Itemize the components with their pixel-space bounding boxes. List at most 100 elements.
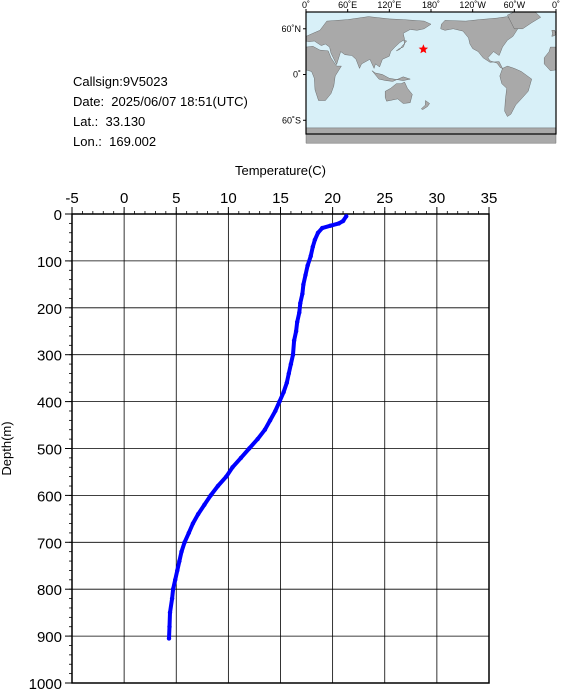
temperature-profile-line [167, 214, 349, 641]
data-point [273, 408, 278, 414]
data-point [255, 436, 260, 442]
map-lon-label: 0˚ [302, 0, 310, 10]
data-point [291, 338, 297, 343]
data-point [288, 361, 294, 367]
data-point [281, 390, 286, 395]
x-tick-label: 10 [220, 190, 237, 207]
data-point [186, 530, 191, 536]
data-point [208, 493, 213, 498]
data-point [295, 319, 300, 325]
y-tick-label: 900 [37, 629, 62, 646]
map-lat-label: 0˚ [293, 70, 301, 80]
y-tick-label: 100 [37, 254, 62, 271]
map-lon-label: 120˚W [459, 0, 486, 10]
x-axis-title: Temperature(C) [235, 163, 326, 178]
land-australia [385, 81, 413, 104]
data-point [215, 483, 221, 489]
y-tick-label: 400 [37, 395, 62, 412]
data-point [301, 282, 306, 287]
land-africa [305, 46, 342, 101]
data-point [336, 221, 342, 226]
data-point [308, 254, 313, 259]
data-point [202, 502, 207, 507]
x-tick-label: -5 [65, 190, 78, 207]
data-point [310, 244, 315, 249]
x-tick-label: 20 [324, 190, 341, 207]
land-north-america [440, 16, 519, 69]
y-tick-label: 500 [37, 442, 62, 459]
data-point [170, 587, 176, 592]
y-tick-label: 600 [37, 488, 62, 505]
x-tick-label: 25 [376, 190, 393, 207]
data-point [303, 272, 308, 278]
map-lat-label: 60˚S [282, 115, 301, 125]
date-text: Date: 2025/06/07 18:51(UTC) [73, 94, 248, 109]
data-point [166, 636, 172, 641]
y-tick-label: 800 [37, 582, 62, 599]
data-point [277, 399, 282, 404]
data-point [312, 237, 318, 242]
land-japan [396, 39, 408, 52]
station-marker-icon [418, 44, 429, 54]
station-info: Callsign:9V5023 Date: 2025/06/07 18:51(U… [73, 72, 248, 152]
data-point [247, 446, 252, 451]
data-point [340, 218, 346, 224]
data-point [173, 577, 178, 582]
data-point [182, 540, 187, 545]
data-point [284, 380, 289, 385]
longitude-text: Lon.: 169.002 [73, 134, 157, 149]
data-point [195, 512, 201, 517]
land-antarctica [305, 127, 557, 144]
x-tick-label: 15 [272, 190, 289, 207]
x-tick-label: 5 [172, 190, 180, 207]
data-point [179, 549, 184, 554]
land-indonesia [371, 70, 411, 82]
data-point [286, 371, 291, 376]
y-axis-title: Depth(m) [0, 421, 14, 475]
data-point [344, 214, 349, 219]
map-lon-label: 60˚E [338, 0, 357, 10]
data-point [315, 230, 321, 235]
land-eurasia [305, 16, 432, 69]
data-point [238, 455, 244, 461]
y-tick-label: 700 [37, 535, 62, 552]
x-tick-label: 35 [481, 190, 498, 207]
y-tick-label: 300 [37, 348, 62, 365]
y-tick-label: 1000 [29, 676, 62, 690]
data-point [224, 474, 229, 479]
x-tick-label: 0 [120, 190, 128, 207]
map-lon-label: 120˚E [377, 0, 401, 10]
data-point [167, 624, 172, 629]
data-point [297, 310, 302, 315]
data-point [267, 418, 273, 423]
land-greenland [507, 11, 542, 29]
land-nz [420, 100, 430, 110]
y-tick-label: 0 [54, 207, 62, 224]
data-point [230, 465, 235, 470]
data-point [293, 329, 299, 334]
data-point [298, 300, 303, 306]
data-point [300, 291, 305, 296]
world-map: 0˚ 60˚E 120˚E 180˚ 120˚W 60˚W 0˚ 60˚N 0˚ 60˚S [281, 0, 560, 144]
data-point [328, 223, 333, 228]
y-tick-label: 200 [37, 301, 62, 318]
data-point [305, 263, 310, 268]
callsign-text: Callsign:9V5023 [73, 74, 168, 89]
x-tick-label: 30 [429, 190, 446, 207]
data-point [169, 596, 175, 601]
data-point [190, 521, 196, 526]
data-point [290, 352, 296, 357]
land-uk [551, 30, 557, 37]
map-lat-label: 60˚N [281, 24, 301, 34]
map-lon-label: 60˚W [504, 0, 526, 10]
data-point [177, 558, 182, 564]
land-south-america [499, 65, 532, 117]
data-point [175, 568, 180, 573]
data-point [167, 610, 173, 615]
data-point [262, 427, 268, 432]
map-lon-label: 180˚ [422, 0, 440, 10]
plot-frame [71, 213, 490, 684]
map-lon-label: 0˚ [552, 0, 560, 10]
data-point [320, 225, 325, 231]
